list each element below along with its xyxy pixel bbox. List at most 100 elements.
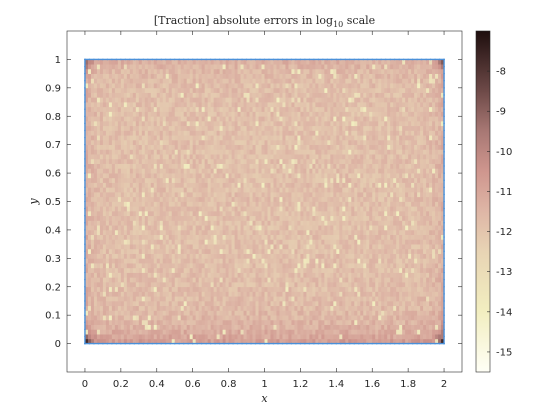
heatmap-cell <box>414 248 418 254</box>
heatmap-cell <box>243 229 247 236</box>
heatmap-cell <box>291 258 295 264</box>
heatmap-cell <box>144 296 149 302</box>
heatmap-cell <box>378 239 382 245</box>
heatmap-cell <box>192 215 197 221</box>
heatmap-cell <box>294 187 298 193</box>
heatmap-cell <box>375 310 379 316</box>
heatmap-cell <box>117 154 122 160</box>
heatmap-cell <box>270 315 274 321</box>
heatmap-cell <box>156 272 161 278</box>
heatmap-cell <box>384 248 388 254</box>
heatmap-cell <box>138 206 143 212</box>
heatmap-cell <box>261 177 265 183</box>
heatmap-cell <box>231 324 235 330</box>
heatmap-cell <box>210 334 214 340</box>
heatmap-cell <box>375 234 379 240</box>
heatmap-cell <box>315 163 319 169</box>
heatmap-cell <box>192 144 197 150</box>
heatmap-cell <box>204 168 208 174</box>
heatmap-cell <box>135 196 140 202</box>
heatmap-cell <box>207 324 211 330</box>
heatmap-cell <box>411 300 415 307</box>
heatmap-cell <box>240 173 244 179</box>
heatmap-cell <box>228 149 232 155</box>
heatmap-cell <box>183 196 188 202</box>
heatmap-cell <box>339 168 343 174</box>
heatmap-cell <box>165 282 170 288</box>
heatmap-cell <box>129 258 134 264</box>
heatmap-cell <box>96 206 101 212</box>
heatmap-cell <box>210 267 214 273</box>
heatmap-cell <box>438 277 442 283</box>
heatmap-cell <box>357 229 361 236</box>
heatmap-cell <box>237 144 241 150</box>
heatmap-cell <box>399 286 403 292</box>
heatmap-cell <box>219 229 223 236</box>
heatmap-cell <box>207 305 211 311</box>
heatmap-cell <box>354 158 358 164</box>
heatmap-cell <box>312 201 316 207</box>
heatmap-cell <box>222 239 226 245</box>
heatmap-cell <box>354 244 358 250</box>
heatmap-cell <box>441 277 445 283</box>
heatmap-cell <box>246 263 250 269</box>
heatmap-cell <box>342 220 346 226</box>
heatmap-cell <box>282 334 286 340</box>
heatmap-cell <box>174 277 179 283</box>
heatmap-cell <box>297 338 301 344</box>
heatmap-cell <box>285 338 289 344</box>
heatmap-cell <box>294 192 298 198</box>
heatmap-cell <box>225 334 229 340</box>
heatmap-cell <box>174 315 179 321</box>
heatmap-cell <box>168 177 173 183</box>
heatmap-cell <box>318 206 322 212</box>
heatmap-cell <box>225 192 229 198</box>
heatmap-cell <box>198 192 203 198</box>
heatmap-cell <box>288 177 292 183</box>
heatmap-cell <box>228 315 232 321</box>
heatmap-cell <box>132 244 137 250</box>
heatmap-cell <box>183 296 188 302</box>
heatmap-cell <box>216 182 220 188</box>
heatmap-cell <box>207 315 211 321</box>
heatmap-cell <box>144 338 149 344</box>
heatmap-cell <box>138 187 143 193</box>
heatmap-cell <box>402 244 406 250</box>
heatmap-cell <box>210 315 214 321</box>
heatmap-cell <box>126 210 131 217</box>
heatmap-cell <box>336 338 340 344</box>
heatmap-cell <box>417 286 421 292</box>
heatmap-cell <box>93 315 98 321</box>
heatmap-cell <box>306 272 310 278</box>
heatmap-cell <box>420 163 424 169</box>
heatmap-cell <box>387 258 391 264</box>
heatmap-cell <box>402 220 406 226</box>
heatmap-cell <box>363 334 367 340</box>
heatmap-cell <box>384 210 388 217</box>
heatmap-cell <box>192 319 197 325</box>
heatmap-cell <box>162 296 167 302</box>
heatmap-cell <box>288 163 292 169</box>
heatmap-cell <box>348 182 352 188</box>
heatmap-cell <box>255 149 259 155</box>
heatmap-cell <box>114 239 119 245</box>
heatmap-cell <box>249 263 253 269</box>
heatmap-cell <box>312 253 316 259</box>
heatmap-cell <box>96 210 101 217</box>
heatmap-cell <box>375 263 379 269</box>
heatmap-cell <box>111 338 116 344</box>
heatmap-cell <box>417 210 421 217</box>
heatmap-cell <box>297 319 301 325</box>
heatmap-cell <box>273 187 277 193</box>
heatmap-cell <box>132 248 137 254</box>
heatmap-cell <box>177 168 182 174</box>
heatmap-cell <box>216 248 220 254</box>
heatmap-cell <box>372 182 376 188</box>
heatmap-cell <box>360 192 364 198</box>
heatmap-cell <box>117 220 122 226</box>
heatmap-cell <box>216 319 220 325</box>
heatmap-cell <box>114 201 119 207</box>
heatmap-cell <box>156 234 161 240</box>
heatmap-cell <box>288 206 292 212</box>
heatmap-cell <box>372 319 376 325</box>
